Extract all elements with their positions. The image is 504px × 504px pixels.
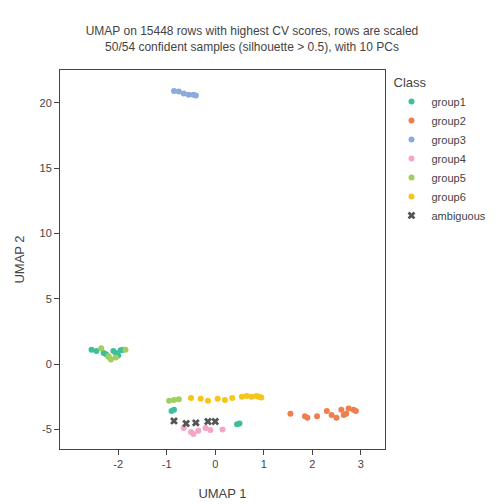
svg-text:-1: -1 xyxy=(162,458,172,470)
svg-text:-5: -5 xyxy=(42,423,52,435)
svg-text:group3: group3 xyxy=(432,134,466,146)
svg-text:15: 15 xyxy=(40,162,52,174)
svg-text:5: 5 xyxy=(46,293,52,305)
svg-text:0: 0 xyxy=(212,458,218,470)
svg-text:2: 2 xyxy=(309,458,315,470)
svg-text:20: 20 xyxy=(40,97,52,109)
svg-text:UMAP 1: UMAP 1 xyxy=(198,486,246,501)
svg-text:3: 3 xyxy=(358,458,364,470)
svg-text:1: 1 xyxy=(261,458,267,470)
svg-text:group6: group6 xyxy=(432,191,466,203)
svg-text:group5: group5 xyxy=(432,172,466,184)
svg-text:0: 0 xyxy=(46,358,52,370)
svg-text:UMAP on 15448 rows with highes: UMAP on 15448 rows with highest CV score… xyxy=(86,24,419,54)
svg-text:group2: group2 xyxy=(432,115,466,127)
svg-text:UMAP 2: UMAP 2 xyxy=(12,235,27,283)
svg-text:group1: group1 xyxy=(432,96,466,108)
svg-text:Class: Class xyxy=(394,75,427,90)
svg-text:10: 10 xyxy=(40,227,52,239)
svg-text:group4: group4 xyxy=(432,153,466,165)
svg-text:ambiguous: ambiguous xyxy=(432,210,486,222)
svg-text:-2: -2 xyxy=(113,458,123,470)
